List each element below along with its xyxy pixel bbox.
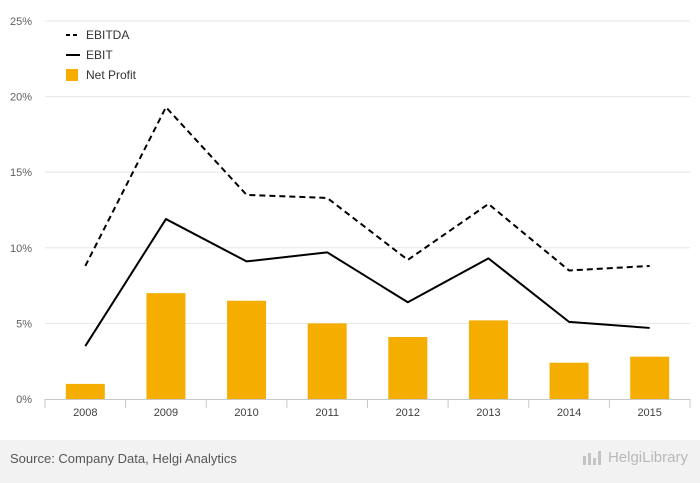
brand-text: HelgiLibrary bbox=[607, 449, 688, 466]
x-tick-label: 2012 bbox=[396, 407, 420, 419]
ebitda-line bbox=[84, 106, 650, 272]
x-tick-label: 2010 bbox=[234, 407, 258, 419]
net-profit-bar bbox=[388, 337, 428, 399]
brand-logo[interactable]: HelgiLibrary bbox=[582, 449, 688, 466]
library-icon bbox=[582, 450, 601, 465]
x-tick-label: 2009 bbox=[154, 407, 178, 419]
net-profit-bar bbox=[65, 383, 105, 399]
net-profit-bar bbox=[468, 320, 508, 399]
legend-net-profit-label: Net Profit bbox=[86, 68, 137, 82]
legend-net-profit-swatch bbox=[66, 69, 78, 81]
legend-ebit-label: EBIT bbox=[86, 48, 113, 62]
chart: 0% 5% 10% 15% 20% 25% 2008 2009 2010 2011 2012 2013… bbox=[10, 16, 691, 419]
legend-ebitda-label: EBITDA bbox=[86, 28, 129, 42]
net-profit-bar bbox=[549, 362, 589, 399]
net-profit-bar bbox=[227, 300, 267, 399]
footer: Source: Company Data, Helgi Analytics He… bbox=[0, 440, 700, 483]
y-tick-label: 0% bbox=[16, 394, 32, 406]
x-tick-label: 2015 bbox=[637, 407, 661, 419]
y-tick-label: 10% bbox=[10, 243, 32, 255]
source-text: Source: Company Data, Helgi Analytics bbox=[10, 451, 237, 466]
y-tick-label: 25% bbox=[10, 16, 32, 28]
series-lines bbox=[84, 106, 650, 347]
x-tick-label: 2008 bbox=[73, 407, 97, 419]
y-tick-label: 20% bbox=[10, 92, 32, 104]
axes: 0% 5% 10% 15% 20% 25% 2008 2009 2010 2011 2012 2013… bbox=[10, 16, 691, 419]
x-tick-label: 2011 bbox=[315, 407, 339, 419]
x-tick-label: 2014 bbox=[557, 407, 581, 419]
y-tick-label: 15% bbox=[10, 167, 32, 179]
net-profit-bar bbox=[307, 323, 347, 399]
net-profit-bar bbox=[630, 356, 670, 399]
y-tick-label: 5% bbox=[16, 318, 32, 330]
net-profit-bars bbox=[65, 293, 670, 399]
x-tick-label: 2013 bbox=[476, 407, 500, 419]
legend[interactable]: EBITDA EBIT Net Profit bbox=[66, 28, 137, 82]
ebit-line bbox=[84, 218, 650, 347]
net-profit-bar bbox=[146, 293, 186, 399]
